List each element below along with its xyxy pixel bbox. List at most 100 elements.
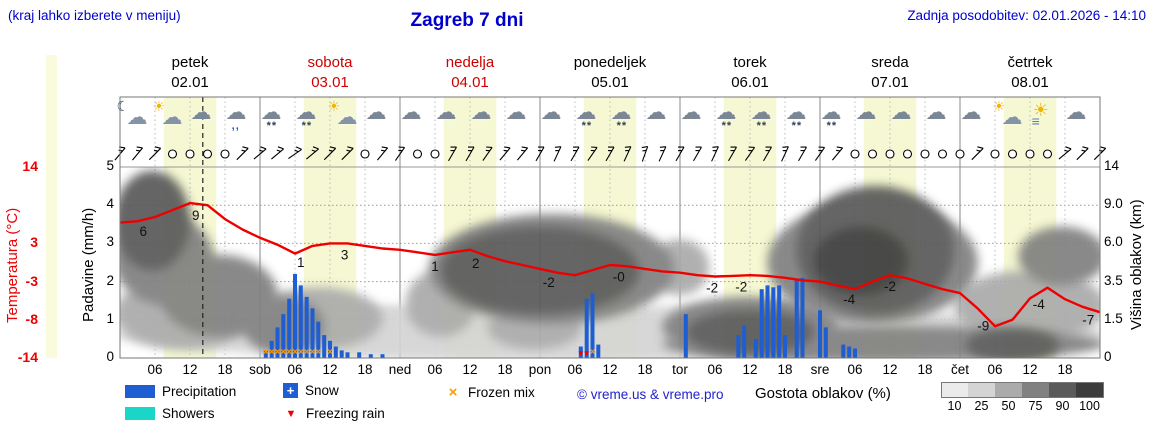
snowflakes-icon: ** (581, 120, 593, 132)
svg-text:-0: -0 (613, 270, 625, 285)
cloud-icon: ☁ (505, 101, 527, 124)
cloud-icon: ☁ (365, 101, 387, 124)
sun-icon: ☀ (1032, 100, 1049, 120)
cloud-height-tick: 9.0 (1104, 196, 1123, 212)
time-tick: 06 (707, 362, 723, 377)
cloud-icon: ☁ (400, 101, 422, 124)
weather-icon-cloud: ☁ (398, 99, 428, 141)
cloud-scale-segment (941, 382, 969, 398)
time-tick: 18 (357, 362, 373, 377)
day-date: 03.01 (311, 74, 349, 91)
cloud-scale-tick: 25 (974, 399, 989, 413)
day-date: 07.01 (871, 74, 909, 91)
weather-icon-cloud: ☁ (468, 99, 498, 141)
time-tick: 12 (882, 362, 898, 377)
cloud-icon: ☁ (925, 101, 947, 124)
cloud-icon: ☁ (470, 101, 492, 124)
day-date: 02.01 (171, 74, 209, 91)
legend-freezing-rain: ▼ Freezing rain (283, 406, 385, 421)
temperature-tick: 3 (30, 234, 38, 251)
weather-icon-sun-cloud: ☀ ☁ (328, 99, 358, 141)
weather-icon-cloud: ☁ (538, 99, 568, 141)
svg-text:×: × (304, 347, 310, 358)
weather-icon-cloud-snow: ☁ ** (818, 99, 848, 141)
snowflakes-icon: ** (301, 120, 313, 132)
svg-text:×: × (327, 347, 333, 358)
day-name: torek (733, 54, 767, 71)
cloud-icon: ☁ (610, 101, 632, 124)
cloud-icon: ☁ (750, 101, 772, 124)
weather-icon-cloud: ☁ (958, 99, 988, 141)
cloud-height-tick: 1.5 (1104, 310, 1123, 326)
legend-showers: Showers (125, 406, 215, 421)
day-header: torek 06.01 (680, 53, 820, 93)
cloud-icon: ☁ (540, 101, 562, 124)
svg-text:×: × (310, 347, 316, 358)
cloud-scale-segment (968, 382, 995, 398)
weather-icon-cloud: ☁ (433, 99, 463, 141)
weather-icon-cloud: ☁ (503, 99, 533, 141)
drizzle-icon: ,, (231, 120, 240, 132)
weather-icon-cloud: ☁ (923, 99, 953, 141)
wind-barbs (114, 145, 1107, 162)
legend-frozen-mix: × Frozen mix (445, 384, 535, 401)
weather-icon-sun-cloud: ☀ ☁ (153, 99, 183, 141)
cloud-scale-tick: 10 (947, 399, 962, 413)
day-name: sreda (871, 54, 909, 71)
cloud-scale-segment (1049, 382, 1076, 398)
copyright-link[interactable]: © vreme.us & vreme.pro (577, 387, 724, 402)
day-date: 04.01 (451, 74, 489, 91)
svg-text:-9: -9 (977, 319, 989, 334)
cloud-icon: ☁ (126, 106, 148, 129)
svg-text:6: 6 (140, 224, 148, 239)
svg-text:-7: -7 (1082, 313, 1094, 328)
time-tick: 12 (322, 362, 338, 377)
precip-tick: 4 (106, 196, 114, 212)
showers-swatch (125, 407, 155, 420)
temperature-tick: -8 (25, 310, 38, 327)
cloud-icon: ☁ (190, 101, 212, 124)
weather-icon-cloud-snow: ☁ ** (783, 99, 813, 141)
time-tick: 06 (427, 362, 443, 377)
time-tick: 12 (742, 362, 758, 377)
weather-icon-moon-cloud: ☾ ☁ (117, 99, 148, 141)
freezing-rain-icon: ▼ (285, 407, 297, 420)
weather-icon-cloud-snow: ☁ ** (608, 99, 638, 141)
svg-text:×: × (298, 347, 304, 358)
cloud-height-tick: 14 (1104, 158, 1120, 173)
svg-text:1: 1 (431, 259, 439, 274)
time-tick: 12 (182, 362, 198, 377)
cloud-scale-tick: 100 (1079, 399, 1100, 413)
svg-text:×: × (269, 347, 275, 358)
day-name: četrtek (1007, 54, 1053, 71)
snowflakes-icon: ** (721, 120, 733, 132)
temperature-tick: -14 (17, 349, 38, 365)
weather-icon-cloud: ☁ (363, 99, 393, 141)
time-tick: 06 (987, 362, 1003, 377)
cloud-scale-tick: 75 (1028, 399, 1043, 413)
cloud-icon: ☁ (820, 101, 842, 124)
weather-icon-cloud-snow: ☁ ** (258, 99, 288, 141)
time-tick: 06 (147, 362, 163, 377)
svg-text:-2: -2 (735, 280, 747, 295)
time-tick: 06 (567, 362, 583, 377)
day-date: 06.01 (731, 74, 769, 91)
cloud-icon: ☁ (680, 101, 702, 124)
time-tick: 12 (602, 362, 618, 377)
precipitation-bars (263, 274, 857, 359)
svg-text:-4: -4 (1033, 297, 1045, 312)
svg-text:2: 2 (472, 256, 480, 271)
cloud-icon: ☁ (575, 101, 597, 124)
haze-icon: ≡ (1031, 113, 1040, 129)
temperature-tick: -3 (25, 272, 38, 289)
legend-label: Frozen mix (468, 385, 535, 400)
legend-label: Freezing rain (306, 406, 385, 421)
cloud-icon: ☁ (855, 101, 877, 124)
weather-icon-cloud-snow: ☁ ** (293, 99, 323, 141)
time-tick: 18 (777, 362, 793, 377)
day-name: nedelja (445, 54, 495, 71)
svg-text:-2: -2 (884, 279, 896, 294)
time-tick: 12 (1022, 362, 1038, 377)
time-tick: 18 (217, 362, 233, 377)
cloud-height-tick: 0 (1104, 349, 1112, 364)
